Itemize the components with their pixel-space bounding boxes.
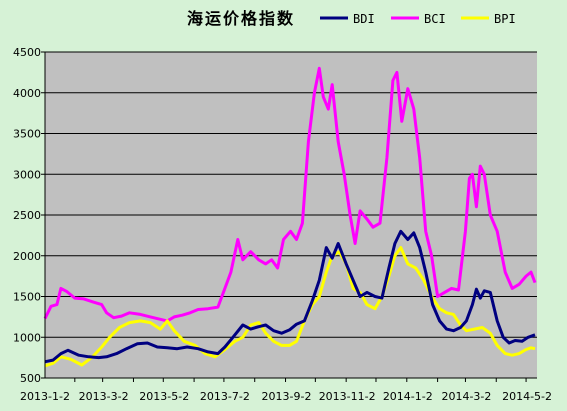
series-line-bpi <box>44 246 536 368</box>
x-tick-label: 2013-11-2 <box>319 390 376 403</box>
y-axis-ticks: 500 1000 1500 2000 2500 3000 3500 4000 4500 <box>13 46 45 385</box>
y-tick-label: 2000 <box>13 250 41 263</box>
series-line-bdi <box>44 229 536 364</box>
series-layer <box>43 66 537 368</box>
series-line-bci <box>43 66 537 323</box>
grid-lines <box>45 51 537 338</box>
y-tick-label: 4000 <box>13 87 41 100</box>
chart-title: 海运价格指数 <box>187 9 295 28</box>
legend-label-bdi: BDI <box>353 12 375 26</box>
y-tick-label: 4500 <box>13 46 41 59</box>
x-tick-label: 2014-5-2 <box>502 390 552 403</box>
x-tick-label: 2014-3-2 <box>441 390 491 403</box>
y-tick-label: 1000 <box>13 331 41 344</box>
y-tick-label: 3500 <box>13 128 41 141</box>
y-tick-label: 2500 <box>13 209 41 222</box>
legend: BDI BCI BPI <box>320 12 516 26</box>
legend-label-bci: BCI <box>424 12 446 26</box>
x-tick-label: 2013-9-2 <box>262 390 312 403</box>
x-tick-label: 2013-1-2 <box>20 390 70 403</box>
y-tick-label: 500 <box>20 372 41 385</box>
y-tick-label: 1500 <box>13 291 41 304</box>
x-axis-ticks: 2013-1-2 2013-3-2 2013-5-2 2013-7-2 2013-9-2… <box>20 378 552 403</box>
x-tick-label: 2013-7-2 <box>200 390 250 403</box>
y-tick-label: 3000 <box>13 168 41 181</box>
x-tick-label: 2014-1-2 <box>383 390 433 403</box>
x-tick-label: 2013-3-2 <box>79 390 129 403</box>
x-tick-label: 2013-5-2 <box>139 390 189 403</box>
legend-label-bpi: BPI <box>494 12 516 26</box>
